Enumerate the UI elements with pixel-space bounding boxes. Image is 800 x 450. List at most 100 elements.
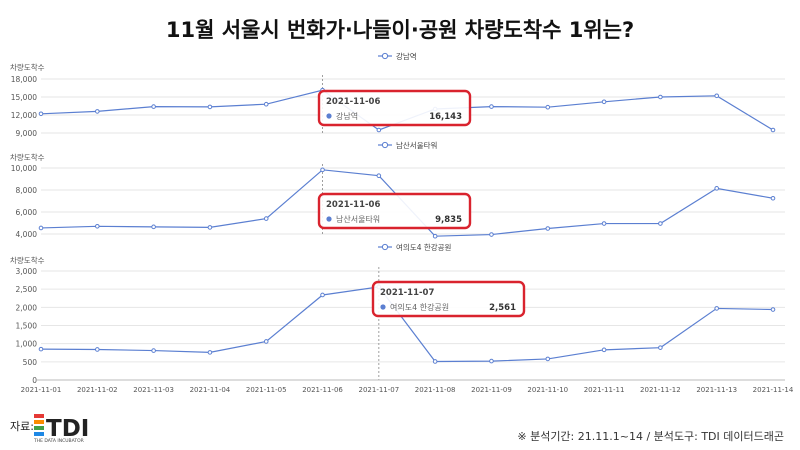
- data-point: [95, 224, 100, 229]
- x-tick-label: 2021-11-10: [527, 386, 568, 394]
- x-tick-label: 2021-11-07: [359, 386, 400, 394]
- data-point: [38, 346, 44, 352]
- data-point: [95, 109, 100, 114]
- y-tick-label: 15,000: [11, 93, 37, 102]
- tooltip-value: 2,561: [489, 303, 516, 313]
- data-point: [320, 292, 325, 298]
- y-axis-label: 차량도착수: [10, 63, 45, 72]
- x-tick-label: 2021-11-02: [77, 386, 118, 394]
- x-tick-label: 2021-11-04: [190, 386, 231, 394]
- y-tick-label: 2,500: [16, 285, 38, 294]
- y-tick-label: 6,000: [16, 208, 38, 217]
- y-tick-label: 4,000: [16, 230, 38, 239]
- data-point: [376, 173, 382, 178]
- x-tick-label: 2021-11-01: [21, 386, 62, 394]
- svg-text:THE DATA INCUBATOR: THE DATA INCUBATOR: [34, 438, 84, 443]
- tdi-logo: TDI THE DATA INCUBATOR: [33, 411, 104, 447]
- data-point: [601, 221, 607, 226]
- data-point: [489, 358, 494, 364]
- data-point: [601, 347, 607, 353]
- tooltip: 2021-11-07 여의도4 한강공원 2,561: [371, 280, 526, 318]
- data-point: [151, 224, 156, 230]
- tooltip-name: 강남역: [336, 111, 358, 121]
- footnote: ※ 분석기간: 21.11.1~14 / 분석도구: TDI 데이터드래곤: [517, 430, 784, 443]
- data-point: [489, 232, 494, 237]
- data-point: [658, 94, 663, 100]
- data-point: [601, 99, 607, 105]
- data-point: [263, 216, 269, 221]
- data-point: [714, 93, 719, 99]
- data-point: [263, 101, 269, 107]
- data-point: [151, 104, 156, 109]
- tooltip-date: 2021-11-06: [326, 200, 380, 210]
- y-tick-label: 18,000: [11, 75, 37, 84]
- data-point: [545, 226, 551, 231]
- tooltip-marker: [326, 113, 332, 119]
- legend-label: 남산서울타워: [396, 140, 437, 150]
- chart-panel-1: 9,00012,00015,00018,000차량도착수강남역2021-11-0…: [10, 51, 785, 138]
- data-point: [714, 186, 719, 191]
- y-axis-label: 차량도착수: [10, 153, 45, 162]
- x-tick-label: 2021-11-12: [640, 386, 681, 394]
- data-point: [207, 350, 213, 355]
- y-tick-label: 1,000: [16, 340, 38, 349]
- y-tick-label: 2,000: [16, 303, 38, 312]
- y-tick-label: 9,000: [16, 129, 38, 138]
- data-point: [151, 348, 156, 353]
- data-point: [658, 221, 663, 226]
- data-point: [38, 111, 44, 117]
- legend-label: 강남역: [396, 51, 417, 61]
- data-point: [95, 347, 100, 352]
- tooltip-name: 여의도4 한강공원: [390, 302, 449, 312]
- legend-marker: [381, 141, 389, 149]
- data-point: [376, 127, 382, 133]
- y-tick-label: 3,000: [16, 267, 38, 276]
- y-tick-label: 500: [23, 358, 38, 367]
- data-point: [545, 356, 551, 362]
- data-point: [207, 225, 213, 230]
- data-point: [714, 306, 719, 311]
- chart-panel-2: 4,0006,0008,00010,000차량도착수남산서울타워2021-11-…: [10, 140, 785, 239]
- data-point: [432, 233, 438, 239]
- data-point: [658, 345, 663, 350]
- tooltip-date: 2021-11-07: [380, 288, 434, 298]
- x-tick-label: 2021-11-06: [302, 386, 343, 394]
- svg-text:TDI: TDI: [46, 416, 89, 442]
- data-point: [489, 104, 494, 109]
- legend-marker: [381, 52, 389, 60]
- tooltip-box: [371, 280, 526, 318]
- tooltip-value: 16,143: [429, 112, 462, 122]
- x-tick-label: 2021-11-03: [133, 386, 174, 394]
- legend-label: 여의도4 한강공원: [396, 242, 452, 252]
- data-point: [770, 195, 776, 201]
- y-axis-label: 차량도착수: [10, 256, 45, 265]
- y-tick-label: 1,500: [16, 322, 38, 331]
- x-tick-label: 2021-11-11: [584, 386, 625, 394]
- tooltip-name: 남산서울타워: [336, 214, 380, 224]
- y-tick-label: 0: [32, 376, 37, 385]
- x-tick-label: 2021-11-14: [753, 386, 794, 394]
- data-point: [770, 127, 776, 133]
- tooltip: 2021-11-06 강남역 16,143: [317, 89, 472, 127]
- tooltip-value: 9,835: [435, 215, 462, 225]
- y-tick-label: 8,000: [16, 186, 38, 195]
- y-tick-label: 12,000: [11, 111, 37, 120]
- series-line: [40, 286, 774, 363]
- data-point: [263, 339, 269, 344]
- x-tick-label: 2021-11-09: [471, 386, 512, 394]
- data-point: [38, 225, 44, 231]
- tooltip-marker: [380, 304, 386, 310]
- tooltip-box: [317, 89, 472, 127]
- page-title: 11월 서울시 번화가·나들이·공원 차량도착수 1위는?: [165, 18, 635, 42]
- tooltip-marker: [326, 216, 332, 222]
- x-tick-label: 2021-11-05: [246, 386, 287, 394]
- data-point: [207, 104, 213, 110]
- data-point: [432, 359, 438, 364]
- tooltip-box: [317, 192, 472, 230]
- data-point: [320, 167, 325, 173]
- x-tick-label: 2021-11-08: [415, 386, 456, 394]
- source-label: 자료:: [10, 420, 34, 433]
- x-tick-label: 2021-11-13: [696, 386, 737, 394]
